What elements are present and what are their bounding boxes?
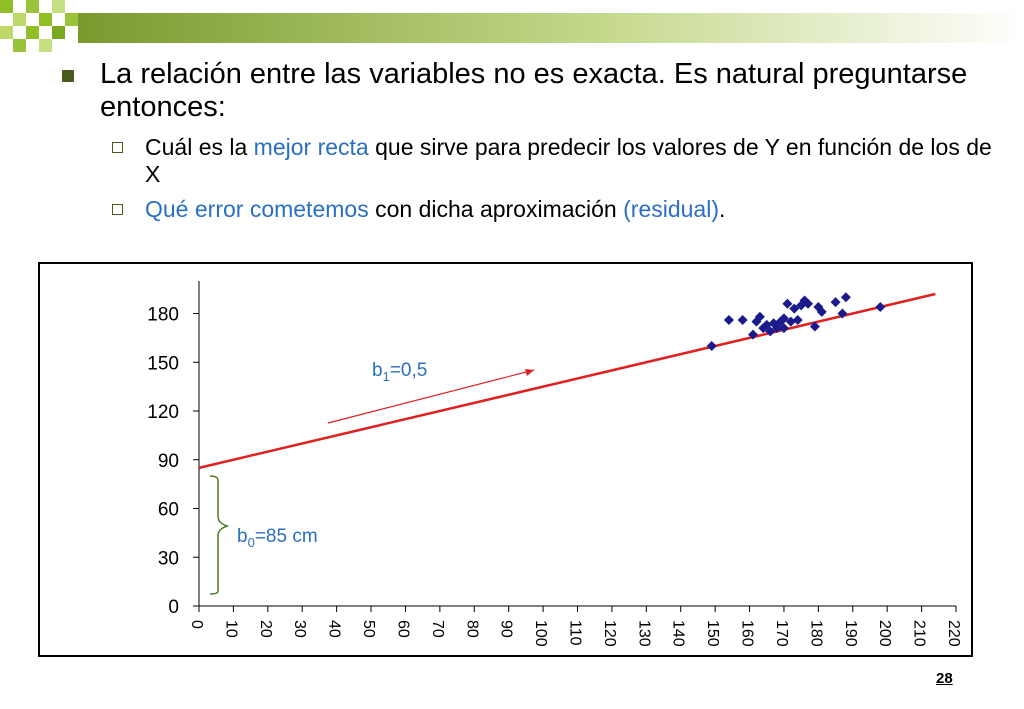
y-tick-label: 180 (147, 305, 179, 326)
slope-arrow (327, 369, 535, 424)
sub2-text-a: con dicha aproximación (368, 196, 624, 222)
x-tick-label: 0 (188, 620, 205, 629)
top-decoration-bar (0, 0, 1024, 52)
hollow-square-bullet-icon (112, 204, 123, 215)
x-tick-label: 120 (601, 620, 618, 647)
x-tick-label: 100 (532, 620, 549, 647)
intercept-label: b0=85 cm (237, 526, 318, 550)
sub2-highlight-residual: (residual) (623, 196, 719, 222)
data-point (792, 315, 803, 325)
x-tick-label: 60 (394, 620, 411, 638)
x-tick-label: 210 (911, 620, 928, 647)
data-point (785, 316, 796, 327)
data-point (837, 308, 848, 319)
data-point (747, 329, 758, 340)
intercept-brace (209, 475, 230, 595)
bullet-main-text: La relación entre las variables no es ex… (100, 58, 968, 123)
x-tick-label: 220 (945, 620, 962, 647)
chart-frame: 0 30 60 90 120 150 180 0 10 20 30 40 50 60 70 80 90 100 11… (38, 262, 973, 657)
sub-bullet-error: Qué error cometemos con dicha aproximaci… (60, 196, 1000, 223)
y-tick-label: 30 (158, 548, 179, 569)
hollow-square-bullet-icon (112, 142, 123, 153)
x-tick-label: 160 (739, 620, 756, 647)
data-point (830, 297, 841, 308)
data-point (803, 298, 814, 309)
regression-line (198, 292, 936, 470)
x-tick-label: 130 (635, 620, 652, 647)
data-point (816, 306, 827, 317)
sub1-highlight: mejor recta (253, 134, 369, 160)
page-number: 28 (936, 670, 953, 687)
y-tick-label: 0 (168, 597, 179, 618)
sub2-highlight: Qué error cometemos (145, 196, 369, 222)
y-tick-label: 120 (147, 402, 179, 423)
bullet-main: La relación entre las variables no es ex… (60, 58, 1000, 124)
slope-label: b1=0,5 (372, 360, 427, 384)
data-point (875, 302, 886, 312)
x-tick-label: 200 (876, 620, 893, 647)
x-tick-label: 70 (429, 620, 446, 638)
sub1-text-a: Cuál es la (145, 134, 254, 160)
slope-arrowhead (525, 369, 534, 376)
x-tick-label: 170 (773, 620, 790, 647)
x-tick-label: 110 (567, 620, 584, 646)
x-tick-label: 40 (326, 620, 343, 638)
sub2-text-b: . (719, 196, 726, 222)
y-tick-label: 150 (147, 353, 179, 374)
x-tick-label: 190 (842, 620, 859, 647)
data-point (723, 315, 734, 325)
y-tick-label: 60 (158, 500, 179, 521)
y-tick-label: 90 (158, 451, 179, 472)
scatter-chart: 0 30 60 90 120 150 180 0 10 20 30 40 50 60 70 80 90 100 11… (147, 281, 962, 647)
data-point (706, 341, 717, 351)
data-point (809, 321, 820, 332)
x-tick-label: 140 (670, 620, 687, 647)
x-tick-label: 150 (704, 620, 721, 647)
x-tick-label: 90 (498, 620, 515, 638)
data-point (789, 303, 800, 314)
data-point (840, 292, 851, 303)
x-tick-label: 30 (291, 620, 308, 638)
data-point (778, 323, 789, 334)
x-tick-label: 180 (807, 620, 824, 647)
x-tick-label: 50 (360, 620, 377, 638)
sub-bullet-best-line: Cuál es la mejor recta que sirve para pr… (60, 134, 1000, 188)
bullet-list: La relación entre las variables no es ex… (60, 58, 1000, 223)
x-tick-label: 20 (257, 620, 274, 638)
data-point (782, 298, 793, 309)
sub1-text-b: que sirve para predecir los valores de Y… (145, 134, 992, 187)
square-bullet-icon (62, 70, 74, 82)
x-tick-label: 80 (463, 620, 480, 638)
data-point (765, 326, 776, 337)
x-tick-label: 10 (222, 620, 239, 638)
data-point (778, 313, 789, 324)
data-point (754, 311, 765, 322)
data-point (737, 315, 748, 325)
